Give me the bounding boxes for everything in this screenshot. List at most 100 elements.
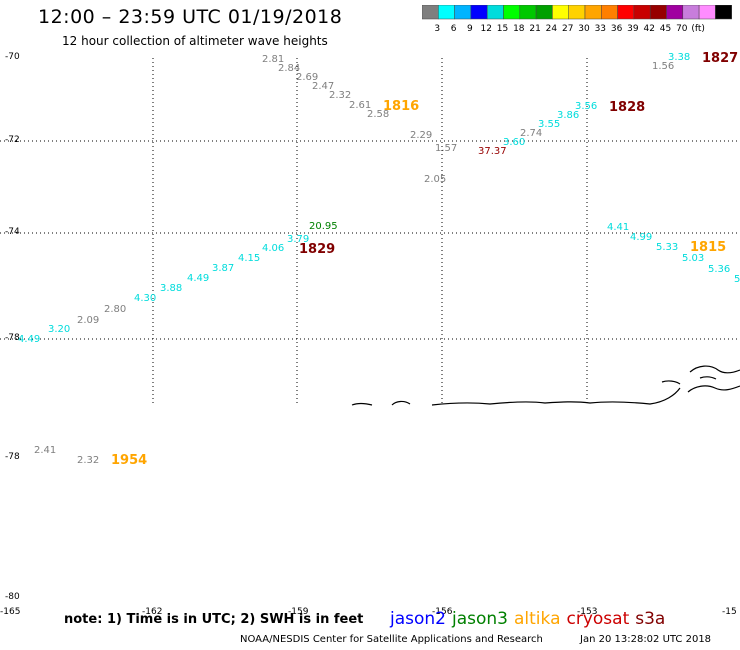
wave-height-label: 3.20 bbox=[48, 324, 71, 335]
longitude-label: -156 bbox=[432, 607, 453, 617]
latitude-label: -78 bbox=[5, 333, 20, 343]
wave-height-label: 3.55 bbox=[538, 119, 561, 130]
color-swatch bbox=[584, 5, 602, 20]
color-scale-bar: 3 6 9 12 15 18 21 24 27 30 33 36 39 42 45 70 (ft) bbox=[422, 5, 732, 34]
latitude-label: -70 bbox=[5, 52, 20, 62]
page-title: 12:00 – 23:59 UTC 01/19/2018 bbox=[38, 6, 343, 28]
pass-time-label: 1816 bbox=[383, 99, 420, 114]
color-scale-label: 6 bbox=[451, 24, 457, 34]
satellite-legend: jason2 jason3 altika cryosat s3a bbox=[390, 609, 671, 629]
latitude-label: -80 bbox=[5, 592, 20, 602]
latitude-label: -72 bbox=[5, 135, 20, 145]
longitude-label: -162 bbox=[142, 607, 163, 617]
color-swatch bbox=[552, 5, 569, 20]
color-scale-label: 9 bbox=[467, 24, 473, 34]
color-scale-label: 27 bbox=[562, 24, 573, 34]
timestamp-text: Jan 20 13:28:02 UTC 2018 bbox=[580, 634, 712, 645]
coastline bbox=[351, 365, 740, 406]
wave-height-label: 2.32 bbox=[329, 90, 352, 101]
color-scale-label: 70 bbox=[676, 24, 688, 34]
color-swatch bbox=[519, 5, 537, 20]
wave-height-label: 4.06 bbox=[262, 243, 285, 254]
legend-item-altika: altika bbox=[514, 609, 561, 629]
pass-time-label: 1828 bbox=[609, 100, 646, 115]
wave-height-label: 4.49 bbox=[187, 273, 210, 284]
wave-height-label: 5.33 bbox=[656, 242, 679, 253]
color-swatch bbox=[617, 5, 635, 20]
color-swatch bbox=[470, 5, 488, 20]
wave-height-label: 2.47 bbox=[312, 81, 335, 92]
color-swatch bbox=[633, 5, 651, 20]
pass-time-label: 1815 bbox=[690, 240, 727, 255]
wave-height-label: 3.60 bbox=[503, 137, 526, 148]
wave-height-label: 20.95 bbox=[309, 221, 338, 232]
wave-height-label: 37.37 bbox=[478, 146, 507, 157]
pass-time-label: 1829 bbox=[299, 242, 336, 257]
color-scale-label: 12 bbox=[480, 24, 491, 34]
wave-height-label: 4.15 bbox=[238, 253, 261, 264]
wave-height-label: 3.87 bbox=[212, 263, 235, 274]
pass-time-label: 1954 bbox=[111, 453, 148, 468]
color-swatch bbox=[454, 5, 472, 20]
color-scale-label: 15 bbox=[497, 24, 508, 34]
color-swatch bbox=[666, 5, 684, 20]
wave-height-label: 2.81 bbox=[262, 54, 285, 65]
longitude-label: -165 bbox=[0, 607, 21, 617]
longitude-label: -153 bbox=[577, 607, 598, 617]
color-swatch bbox=[698, 5, 716, 20]
legend-item-cryosat: cryosat bbox=[566, 609, 630, 629]
page-subtitle: 12 hour collection of altimeter wave hei… bbox=[62, 34, 328, 48]
wave-height-label: 2.58 bbox=[367, 109, 390, 120]
wave-height-label: 3.79 bbox=[287, 234, 310, 245]
wave-height-label: 1.56 bbox=[652, 61, 675, 72]
color-swatch bbox=[422, 5, 439, 20]
wave-height-label: 4.30 bbox=[134, 293, 157, 304]
latitude-label: -74 bbox=[5, 227, 20, 237]
wave-height-label: 2.41 bbox=[34, 445, 57, 456]
color-swatch bbox=[601, 5, 618, 20]
wave-height-label: 3.86 bbox=[557, 110, 580, 121]
wave-height-label: 2.05 bbox=[424, 174, 447, 185]
wave-height-label: 3.38 bbox=[668, 52, 691, 63]
color-scale-label: 39 bbox=[627, 24, 639, 34]
credit-text: NOAA/NESDIS Center for Satellite Applica… bbox=[240, 634, 543, 645]
color-scale-label: 36 bbox=[611, 24, 623, 34]
latitude-label: -78 bbox=[5, 452, 20, 462]
color-scale-label: 24 bbox=[546, 24, 558, 34]
wave-height-label: 2.29 bbox=[410, 130, 433, 141]
longitude-label: -159 bbox=[288, 607, 309, 617]
color-swatch bbox=[503, 5, 521, 20]
wave-height-label: 2.69 bbox=[296, 72, 319, 83]
wave-height-label: 2.74 bbox=[520, 128, 543, 139]
wave-height-label: 2.84 bbox=[278, 63, 301, 74]
map-grid bbox=[0, 58, 740, 405]
legend-item-jason3: jason3 bbox=[452, 609, 508, 629]
color-scale-label: (ft) bbox=[691, 24, 705, 34]
wave-height-label: 4.41 bbox=[607, 222, 630, 233]
color-scale-label: 30 bbox=[578, 24, 590, 34]
pass-time-label: 1827 bbox=[702, 51, 739, 66]
wave-height-label: 2.09 bbox=[77, 315, 100, 326]
wave-height-label: 3.56 bbox=[575, 101, 598, 112]
color-swatch bbox=[649, 5, 667, 20]
wave-height-label: 5.03 bbox=[682, 253, 705, 264]
wave-height-label: 4.99 bbox=[630, 232, 653, 243]
footer-note: note: 1) Time is in UTC; 2) SWH is in fe… bbox=[64, 612, 364, 627]
color-swatch bbox=[438, 5, 455, 20]
color-swatch bbox=[568, 5, 586, 20]
color-swatch bbox=[535, 5, 553, 20]
color-scale-label: 18 bbox=[513, 24, 525, 34]
longitude-label: -15 bbox=[722, 607, 737, 617]
color-swatch bbox=[486, 5, 504, 20]
color-scale-label: 33 bbox=[595, 24, 606, 34]
wave-height-label: 1.57 bbox=[435, 143, 458, 154]
wave-height-label: 2.61 bbox=[349, 100, 372, 111]
legend-item-jason2: jason2 bbox=[390, 609, 446, 629]
color-scale-label: 42 bbox=[643, 24, 654, 34]
wave-height-label: 4.49 bbox=[18, 334, 41, 345]
color-scale-label: 3 bbox=[434, 24, 440, 34]
color-swatch bbox=[682, 5, 700, 20]
wave-height-label: 5 bbox=[734, 274, 740, 285]
legend-item-s3a: s3a bbox=[635, 609, 666, 629]
